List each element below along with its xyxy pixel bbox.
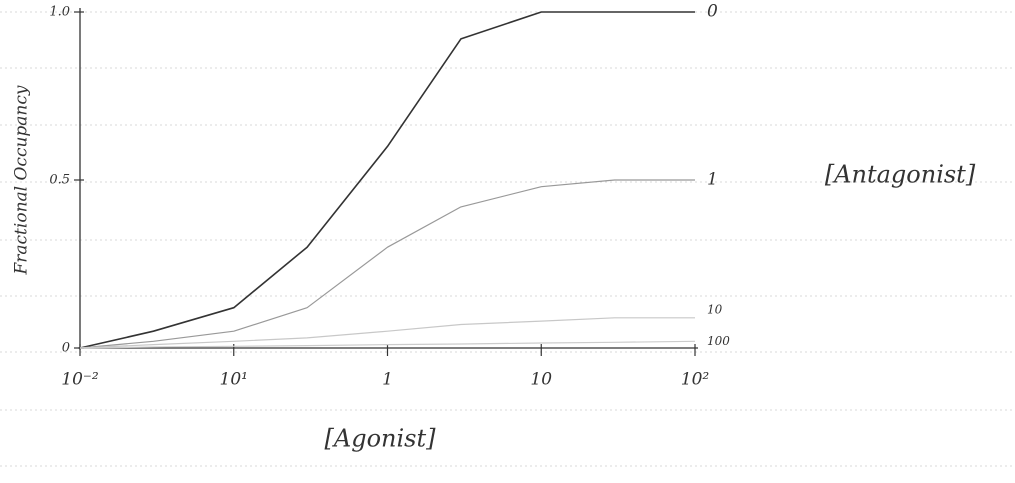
chart: Fractional Occupancy [Agonist] [Antagoni… (0, 0, 1015, 483)
y-tick-label: 0.5 (49, 173, 70, 188)
series-line (80, 180, 695, 348)
x-tick-label: 10⁻² (61, 370, 99, 390)
series-label: 10 (707, 302, 723, 316)
x-axis-label: [Agonist] (325, 425, 437, 453)
y-tick-label: 1.0 (49, 5, 70, 20)
series-label: 1 (707, 170, 718, 190)
series-label: 100 (707, 334, 730, 348)
y-axis-label: Fractional Occupancy (12, 85, 32, 275)
x-tick-label: 10 (530, 370, 552, 390)
x-tick-label: 10¹ (220, 370, 248, 390)
y-tick-label: 0 (62, 341, 70, 356)
series-line (80, 318, 695, 348)
legend-title: [Antagonist] (825, 161, 976, 189)
x-tick-label: 1 (382, 370, 393, 390)
notebook-ruling (0, 12, 1015, 466)
series-label: 0 (707, 2, 718, 22)
series-line (80, 12, 695, 348)
x-tick-label: 10² (681, 370, 710, 390)
